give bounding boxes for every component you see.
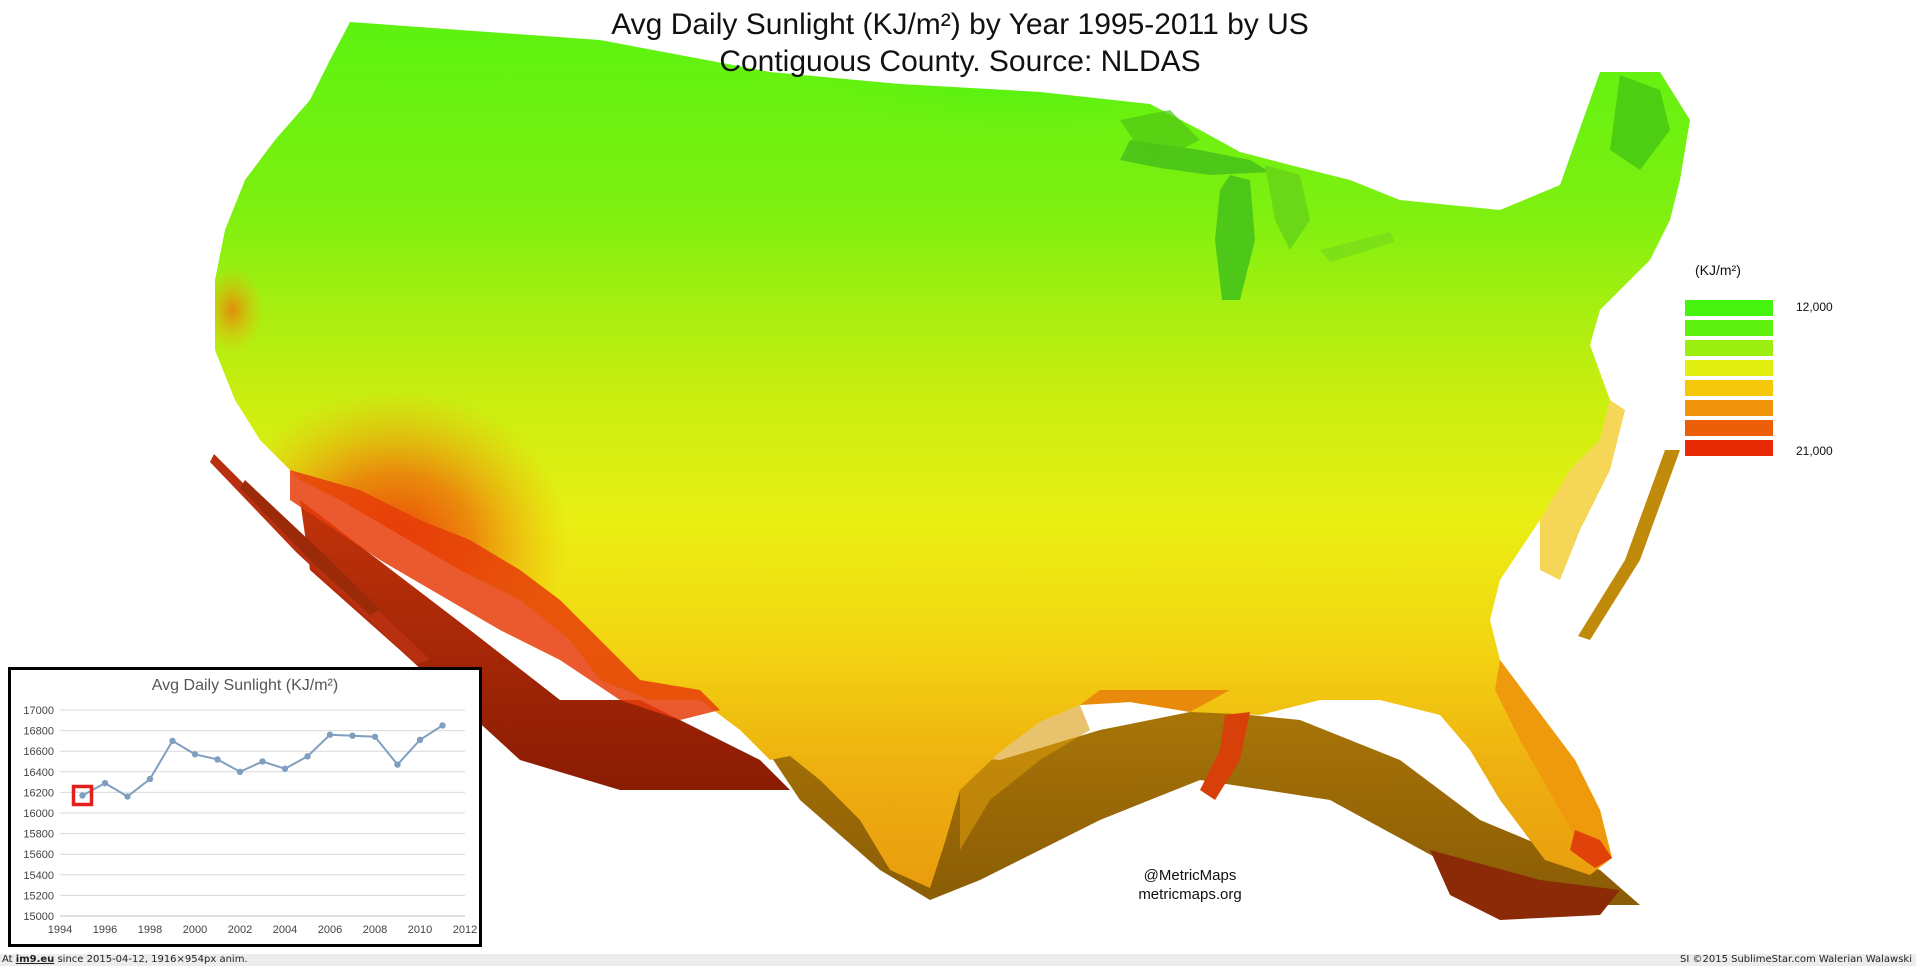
inset-y-tick-label: 16800 [23,726,54,738]
inset-x-tick-label: 2004 [273,924,297,936]
inset-data-point [79,792,86,799]
inset-y-tick-label: 15400 [23,870,54,882]
inset-x-tick-label: 2006 [318,924,342,936]
inset-x-tick-label: 2000 [183,924,207,936]
legend-swatch-7 [1685,420,1773,436]
credit-block: @MetricMaps metricmaps.org [1120,866,1260,904]
inset-data-point [326,731,334,738]
legend-swatch-5 [1685,380,1773,396]
inset-chart-svg: 15000 15200 15400 15600 15800 16000 16200 16400… [23,705,477,936]
legend-swatch-6 [1685,400,1773,416]
inset-y-tick-label: 15200 [23,890,54,902]
dakota-ridge [1120,110,1200,165]
inset-y-tick-label: 15600 [23,849,54,861]
map-title-line1: Avg Daily Sunlight (KJ/m²) by Year 1995-… [611,8,1309,41]
inset-y-tick-label: 17000 [23,705,54,717]
inset-x-tick-label: 1996 [93,924,117,936]
legend-swatch-1 [1685,300,1773,316]
legend-swatch-8 [1685,440,1773,456]
west-heat-overlay [215,230,360,430]
inset-data-point [371,733,379,740]
inset-data-point [439,722,446,729]
credit-handle: @MetricMaps [1143,867,1237,884]
florida-orange [1495,660,1612,865]
inset-y-tick-label: 16200 [23,787,54,799]
inset-data-point [281,765,289,772]
texas-coast-band [960,705,1090,850]
us-landmass [215,22,1690,888]
footer-site-link[interactable]: im9.eu [15,954,55,965]
inset-x-tick-label: 2002 [228,924,252,936]
footer-bar: At im9.eu since 2015-04-12, 1916×954px a… [0,954,1916,966]
inset-y-tick-label: 15800 [23,829,54,841]
legend-swatch-4 [1685,360,1773,376]
footer-left: At im9.eu since 2015-04-12, 1916×954px a… [2,954,248,966]
inset-x-tick-label: 1994 [48,924,72,936]
inset-current-year-marker [71,784,94,807]
inset-x-tick-label: 2012 [453,924,477,936]
inset-data-point [349,732,356,739]
inset-data-point [191,751,199,758]
inset-data-point [304,753,311,760]
atlantic-wall [1578,450,1680,640]
lake-erie [1320,232,1395,262]
lake-michigan [1215,175,1255,300]
legend-min-label: 21,000 [1796,444,1833,458]
inset-data-point [259,758,266,765]
desert-red-patch [290,470,720,720]
inset-y-tick-label: 15000 [23,911,54,923]
inset-x-tick-label: 1998 [138,924,162,936]
legend-swatch-3 [1685,340,1773,356]
florida-wall [1430,850,1620,920]
inset-y-tick-label: 16600 [23,746,54,758]
footer-prefix: At [2,954,16,965]
florida-tip-red [1570,830,1612,868]
map-title-line2: Contiguous County. Source: NLDAS [719,45,1201,78]
map-title: Avg Daily Sunlight (KJ/m²) by Year 1995-… [540,6,1380,80]
northeast-ridge [1610,75,1670,170]
inset-data-point [146,775,154,783]
north-cool-overlay [600,40,1290,240]
footer-right: SI ©2015 SublimeStar.com Walerian Walaws… [1680,954,1912,965]
inset-chart: Avg Daily Sunlight (KJ/m²) 15000 15200 154… [8,667,482,947]
legend-max-label: 12,000 [1796,300,1833,314]
southwest-wall [300,500,790,790]
inset-data-point [124,793,131,800]
inset-chart-title: Avg Daily Sunlight (KJ/m²) [151,677,339,694]
lake-huron [1265,165,1310,250]
inset-data-point [236,768,244,775]
inset-y-tick-label: 16400 [23,767,54,779]
footer-suffix: since 2015-04-12, 1916×954px anim. [54,954,248,965]
coastal-sliver [240,480,380,615]
inset-data-point [214,756,221,763]
inset-data-point [101,779,109,787]
inset-data-point [394,761,401,768]
inset-data-point [169,737,176,745]
inset-x-tick-label: 2010 [408,924,432,936]
inset-y-tick-label: 16000 [23,808,54,820]
inset-x-tick-label: 2008 [363,924,387,936]
inset-data-point [416,736,424,744]
atlantic-coast-band [1540,400,1625,580]
louisiana-red [1200,712,1250,800]
gulf-coast-orange [1080,690,1230,712]
legend-swatch-2 [1685,320,1773,336]
legend-title: (KJ/m²) [1695,262,1741,278]
credit-site: metricmaps.org [1138,886,1242,903]
